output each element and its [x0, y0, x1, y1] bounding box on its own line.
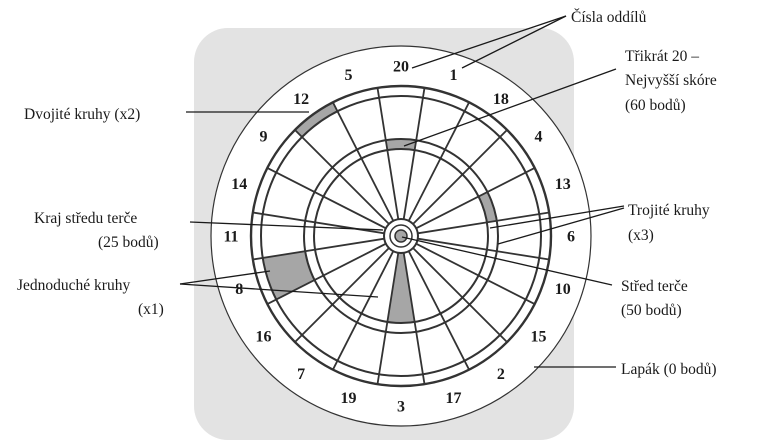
- outer-bull-inner-wire: [389, 224, 413, 248]
- leader-section-numbers-1: [461, 15, 567, 69]
- segment-number-2: 2: [497, 366, 505, 383]
- segment-wire: [266, 167, 387, 230]
- label-section-numbers: Čísla oddílů: [571, 9, 647, 26]
- leader-single-8: [179, 270, 271, 285]
- single-area-segment-8: [262, 251, 315, 300]
- double-ring-inner-wire: [260, 95, 542, 377]
- segment-number-13: 13: [555, 176, 571, 193]
- segment-wire: [417, 211, 550, 235]
- segment-wire: [415, 242, 536, 305]
- segment-number-6: 6: [567, 229, 575, 246]
- label-treble20-line3: (60 bodů): [625, 97, 686, 114]
- segment-number-20: 20: [393, 59, 409, 76]
- segment-wire: [415, 167, 536, 230]
- leader-treble-13: [489, 205, 625, 229]
- label-catch-ring: Lapák (0 bodů): [621, 361, 717, 378]
- bullseye: [394, 229, 408, 243]
- label-single-line1: Jednoduché kruhy: [17, 277, 130, 294]
- segment-wire: [294, 129, 390, 225]
- label-treble-line1: Trojité kruhy: [628, 202, 710, 219]
- wire-rings: [249, 84, 553, 388]
- double-ring-outer-wire: [249, 84, 553, 388]
- segment-number-8: 8: [235, 281, 243, 298]
- segment-number-18: 18: [493, 91, 509, 108]
- label-treble-line2: (x3): [628, 227, 654, 244]
- segment-number-5: 5: [345, 67, 353, 84]
- label-bull-line1: Střed terče: [621, 278, 688, 295]
- segment-numbers: 20 1 18 4 13 6 10 15 2 17 3 19 7 16 8 11 14 9 12 5: [223, 59, 575, 416]
- segment-wire: [252, 237, 385, 261]
- segment-wire: [407, 250, 470, 371]
- callout-labels: Čísla oddílů Třikrát 20 – Nejvyšší skóre…: [17, 9, 717, 378]
- segment-wire: [376, 252, 400, 385]
- segment-number-7: 7: [297, 366, 305, 383]
- label-double: Dvojité kruhy (x2): [24, 106, 140, 123]
- segment-wire: [402, 87, 426, 220]
- segment-wire: [332, 101, 395, 222]
- double-ring-segment-12: [294, 102, 338, 138]
- segment-wire: [376, 87, 400, 220]
- segment-wire: [252, 211, 385, 235]
- treble-ring-segment-13: [478, 191, 497, 223]
- segment-number-17: 17: [446, 390, 462, 407]
- segment-number-14: 14: [231, 176, 247, 193]
- leader-single-3: [179, 283, 379, 298]
- treble-ring-segment-20: [385, 139, 417, 151]
- leader-outer-bull: [189, 221, 384, 231]
- highlighted-areas: [262, 102, 497, 324]
- segment-number-1: 1: [450, 67, 458, 84]
- treble-ring-outer-wire: [303, 138, 499, 334]
- segment-wire: [402, 252, 426, 385]
- label-outer-bull-line1: Kraj středu terče: [34, 210, 137, 227]
- segment-number-15: 15: [531, 328, 547, 345]
- segment-number-19: 19: [341, 390, 357, 407]
- segment-number-16: 16: [256, 328, 272, 345]
- label-bull-line2: (50 bodů): [621, 302, 682, 319]
- segment-number-9: 9: [260, 129, 268, 146]
- leader-treble-6: [497, 207, 625, 245]
- single-area-segment-3: [387, 252, 415, 324]
- segment-number-11: 11: [223, 229, 238, 246]
- segment-number-10: 10: [555, 281, 571, 298]
- segment-wire: [332, 250, 395, 371]
- leader-lines: [179, 15, 625, 368]
- segment-number-3: 3: [397, 399, 405, 416]
- segment-wire: [417, 237, 550, 261]
- treble-ring-inner-wire: [313, 148, 489, 324]
- label-treble20-line1: Třikrát 20 –: [625, 48, 699, 65]
- segment-number-4: 4: [535, 129, 543, 146]
- segment-wire: [412, 247, 508, 343]
- segment-wire: [412, 129, 508, 225]
- label-treble20-line2: Nejvyšší skóre: [625, 72, 717, 89]
- segment-wire: [407, 101, 470, 222]
- segment-number-12: 12: [293, 91, 309, 108]
- label-outer-bull-line2: (25 bodů): [98, 234, 159, 251]
- leader-section-numbers-20: [411, 15, 567, 69]
- leader-treble-20: [403, 68, 617, 147]
- segment-wires: [252, 87, 550, 385]
- label-single-line2: (x1): [138, 301, 164, 318]
- leader-bullseye: [401, 236, 613, 286]
- segment-wire: [266, 242, 387, 305]
